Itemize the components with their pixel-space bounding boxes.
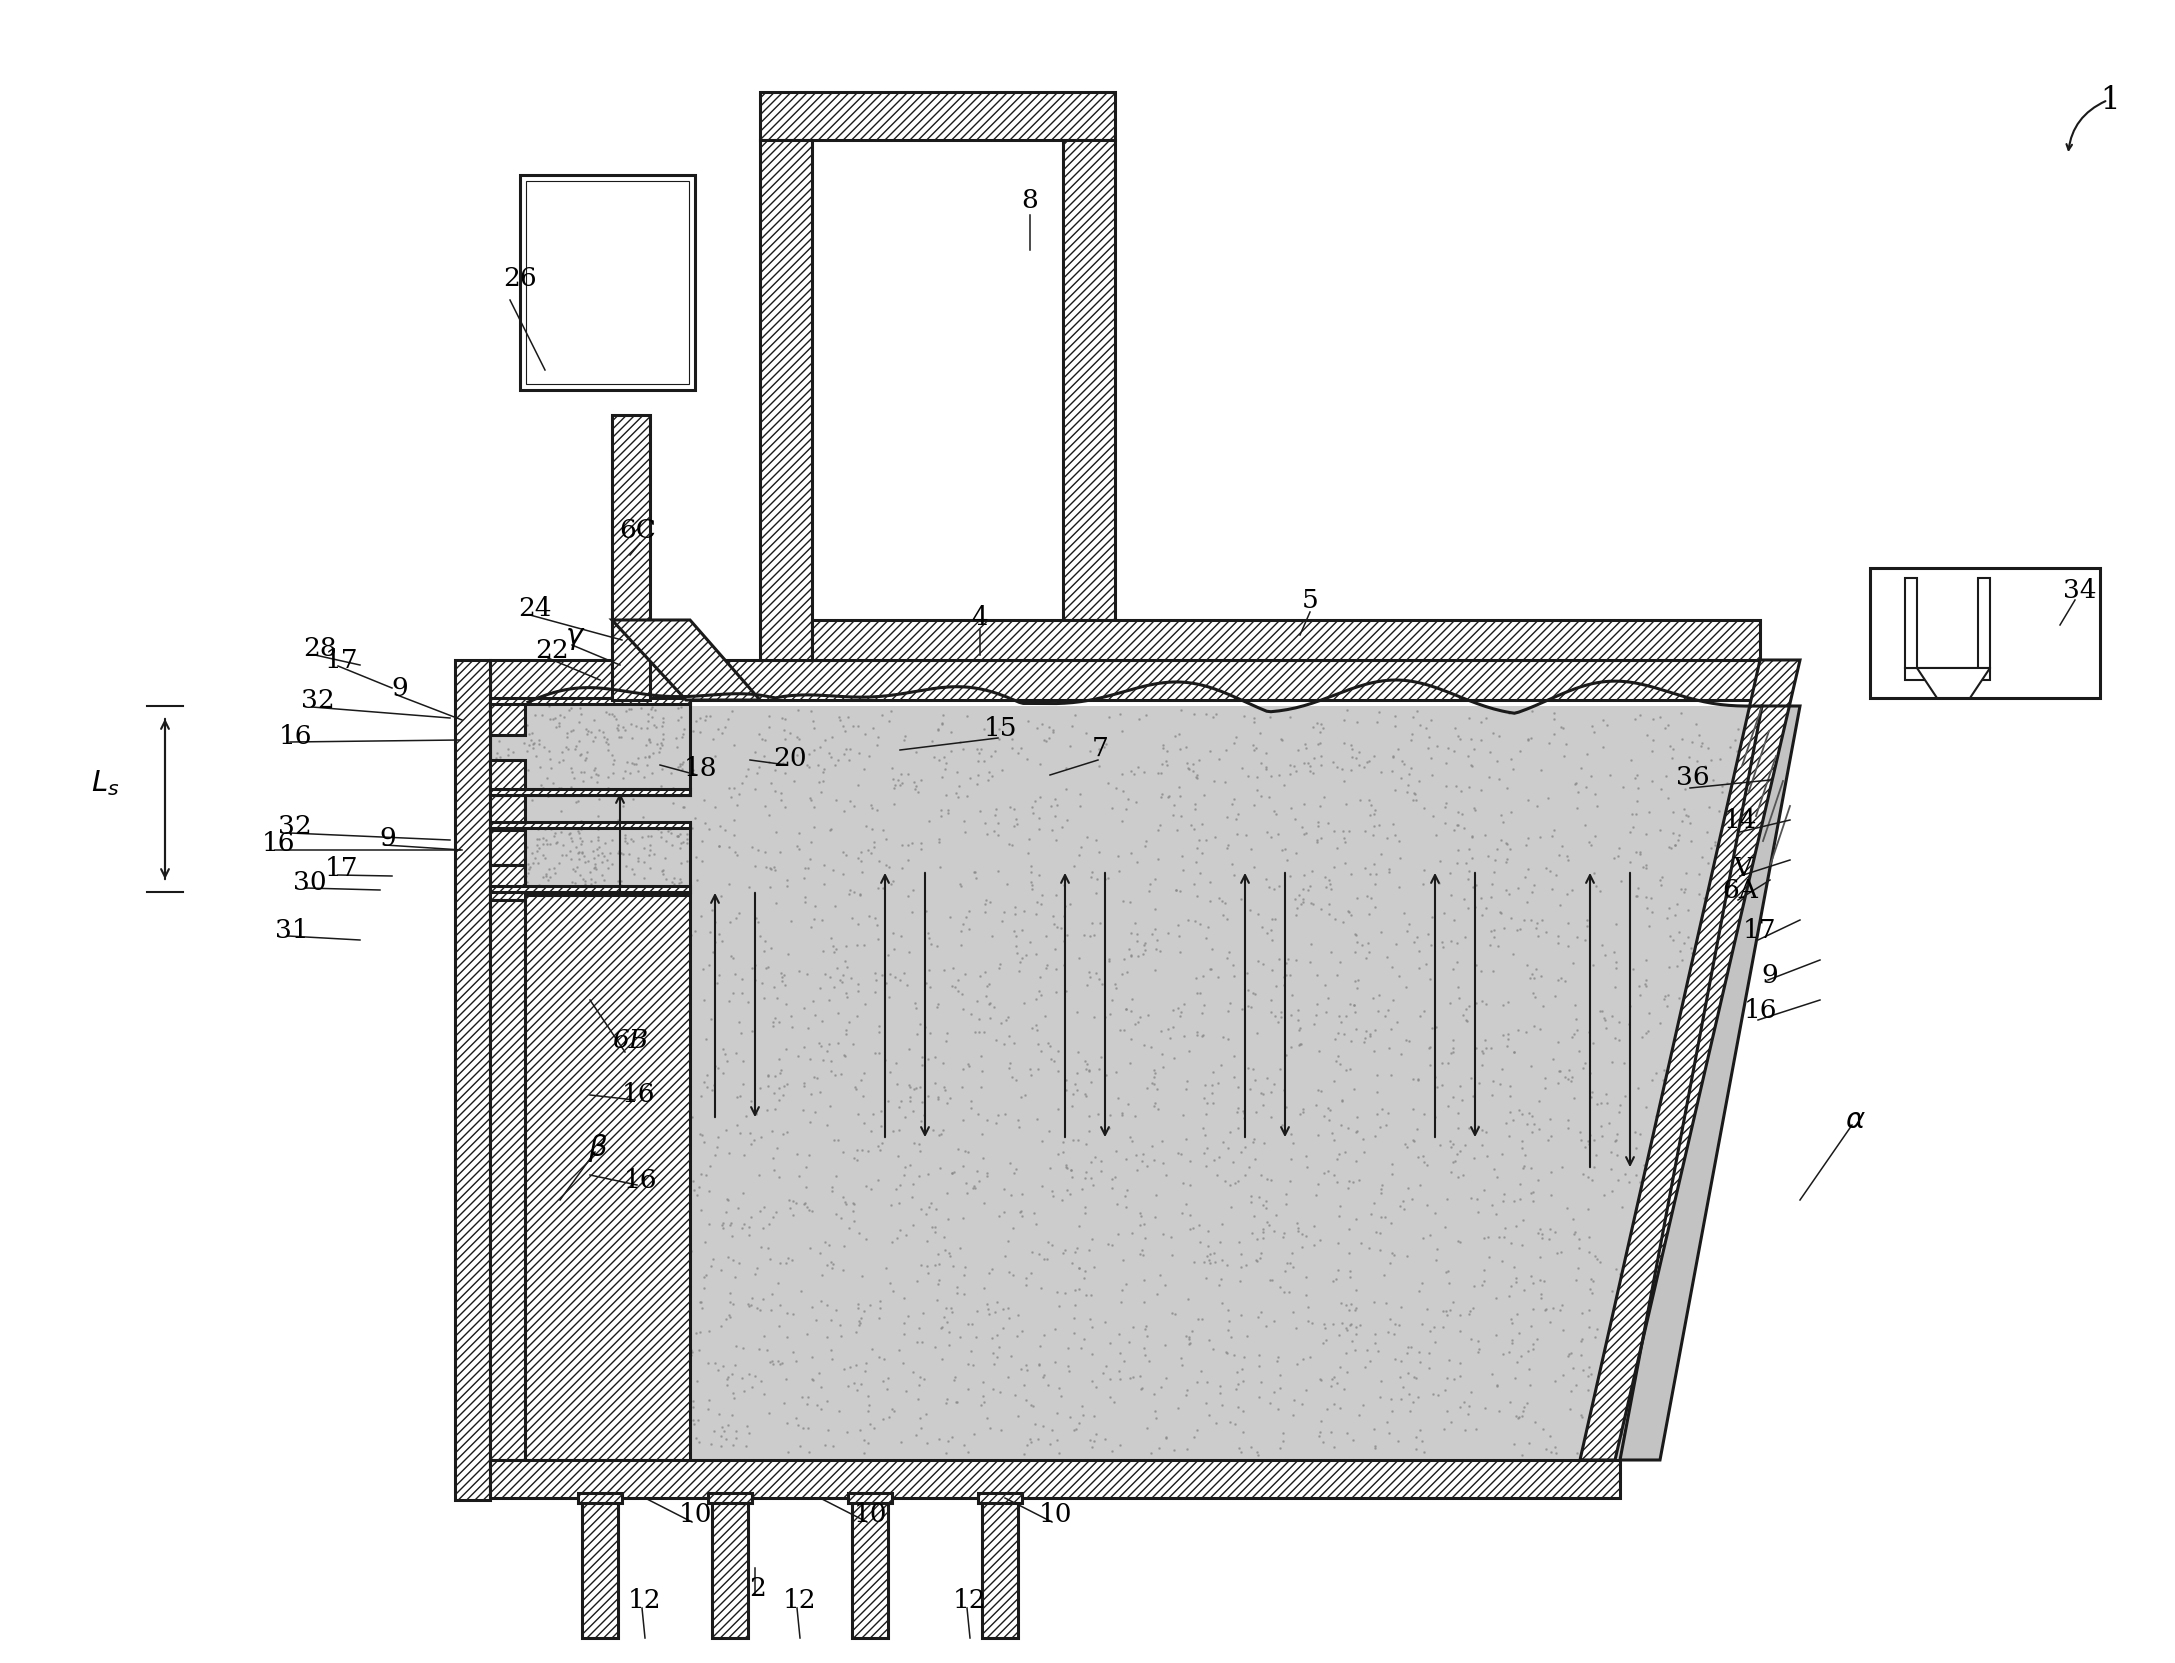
Text: 6B: 6B xyxy=(611,1028,648,1053)
Text: 20: 20 xyxy=(772,745,807,770)
Text: 31: 31 xyxy=(276,918,309,943)
Bar xyxy=(1905,579,1916,669)
Text: 17: 17 xyxy=(326,647,359,672)
Bar xyxy=(489,795,524,830)
Bar xyxy=(979,1493,1022,1503)
Text: 26: 26 xyxy=(502,266,537,291)
Text: 6C: 6C xyxy=(620,517,657,542)
Text: 16: 16 xyxy=(624,1167,657,1192)
Bar xyxy=(489,698,689,703)
Bar xyxy=(489,700,524,735)
Text: 2: 2 xyxy=(750,1575,766,1600)
Text: 18: 18 xyxy=(683,755,718,780)
Text: 34: 34 xyxy=(2064,577,2097,602)
Bar xyxy=(489,660,1760,700)
Text: $L_s$: $L_s$ xyxy=(91,768,120,798)
Bar xyxy=(455,660,489,1500)
Bar xyxy=(583,1498,618,1638)
Text: 16: 16 xyxy=(261,830,296,855)
Text: 15: 15 xyxy=(983,715,1016,740)
Text: 8: 8 xyxy=(1022,188,1037,213)
Text: 32: 32 xyxy=(300,687,335,712)
Text: V: V xyxy=(1733,855,1753,880)
Text: 6A: 6A xyxy=(1723,878,1757,903)
Text: 9: 9 xyxy=(381,825,396,850)
Text: $\beta$: $\beta$ xyxy=(587,1133,607,1164)
Bar xyxy=(1870,569,2101,698)
Text: $\alpha$: $\alpha$ xyxy=(1844,1106,1866,1134)
Bar xyxy=(759,140,811,660)
Text: 32: 32 xyxy=(278,813,311,838)
Text: 1: 1 xyxy=(2101,85,2121,115)
Bar xyxy=(709,1493,753,1503)
Text: 4: 4 xyxy=(972,604,987,630)
Text: 24: 24 xyxy=(518,595,552,620)
Text: 12: 12 xyxy=(953,1588,987,1613)
Polygon shape xyxy=(611,620,759,700)
Text: 17: 17 xyxy=(1742,918,1777,943)
Bar xyxy=(520,175,696,391)
Bar xyxy=(579,1493,622,1503)
Text: 9: 9 xyxy=(392,675,409,700)
Text: 16: 16 xyxy=(622,1083,655,1108)
Bar xyxy=(489,823,689,891)
Bar xyxy=(981,1498,1018,1638)
Text: 10: 10 xyxy=(1037,1502,1072,1528)
Text: 10: 10 xyxy=(679,1502,711,1528)
Text: 7: 7 xyxy=(1092,735,1109,760)
Text: 14: 14 xyxy=(1723,808,1757,833)
Polygon shape xyxy=(1916,669,1990,698)
Bar xyxy=(526,181,689,384)
Bar xyxy=(489,822,689,828)
Text: 16: 16 xyxy=(278,723,311,748)
Bar xyxy=(489,1460,1620,1498)
Bar xyxy=(853,1498,887,1638)
Bar xyxy=(489,788,689,795)
Text: 5: 5 xyxy=(1301,587,1318,612)
Bar xyxy=(489,900,524,1460)
Bar xyxy=(611,416,650,700)
Bar xyxy=(489,700,689,795)
Text: 28: 28 xyxy=(302,635,337,660)
Bar xyxy=(711,1498,748,1638)
Text: $\gamma$: $\gamma$ xyxy=(566,624,585,652)
Text: 16: 16 xyxy=(1742,998,1777,1023)
Text: 12: 12 xyxy=(629,1588,661,1613)
Bar xyxy=(1905,669,1990,680)
Bar xyxy=(489,886,689,891)
Bar xyxy=(759,91,1116,140)
Polygon shape xyxy=(524,707,1762,1460)
Bar xyxy=(811,140,1064,620)
Bar xyxy=(1064,140,1116,620)
Text: 17: 17 xyxy=(326,855,359,880)
Text: 30: 30 xyxy=(294,870,326,895)
Bar xyxy=(848,1493,892,1503)
Bar xyxy=(1977,579,1990,669)
Text: 9: 9 xyxy=(1762,963,1779,988)
Text: 10: 10 xyxy=(853,1502,887,1528)
Bar xyxy=(489,830,524,865)
Bar xyxy=(811,620,1760,660)
Bar xyxy=(489,760,524,795)
Bar xyxy=(489,865,524,900)
Polygon shape xyxy=(489,895,689,1460)
Text: 36: 36 xyxy=(1677,765,1710,790)
Polygon shape xyxy=(1620,707,1801,1460)
Text: 22: 22 xyxy=(535,637,570,662)
Bar xyxy=(1905,579,1990,679)
Text: 12: 12 xyxy=(783,1588,818,1613)
Polygon shape xyxy=(1579,660,1801,1460)
